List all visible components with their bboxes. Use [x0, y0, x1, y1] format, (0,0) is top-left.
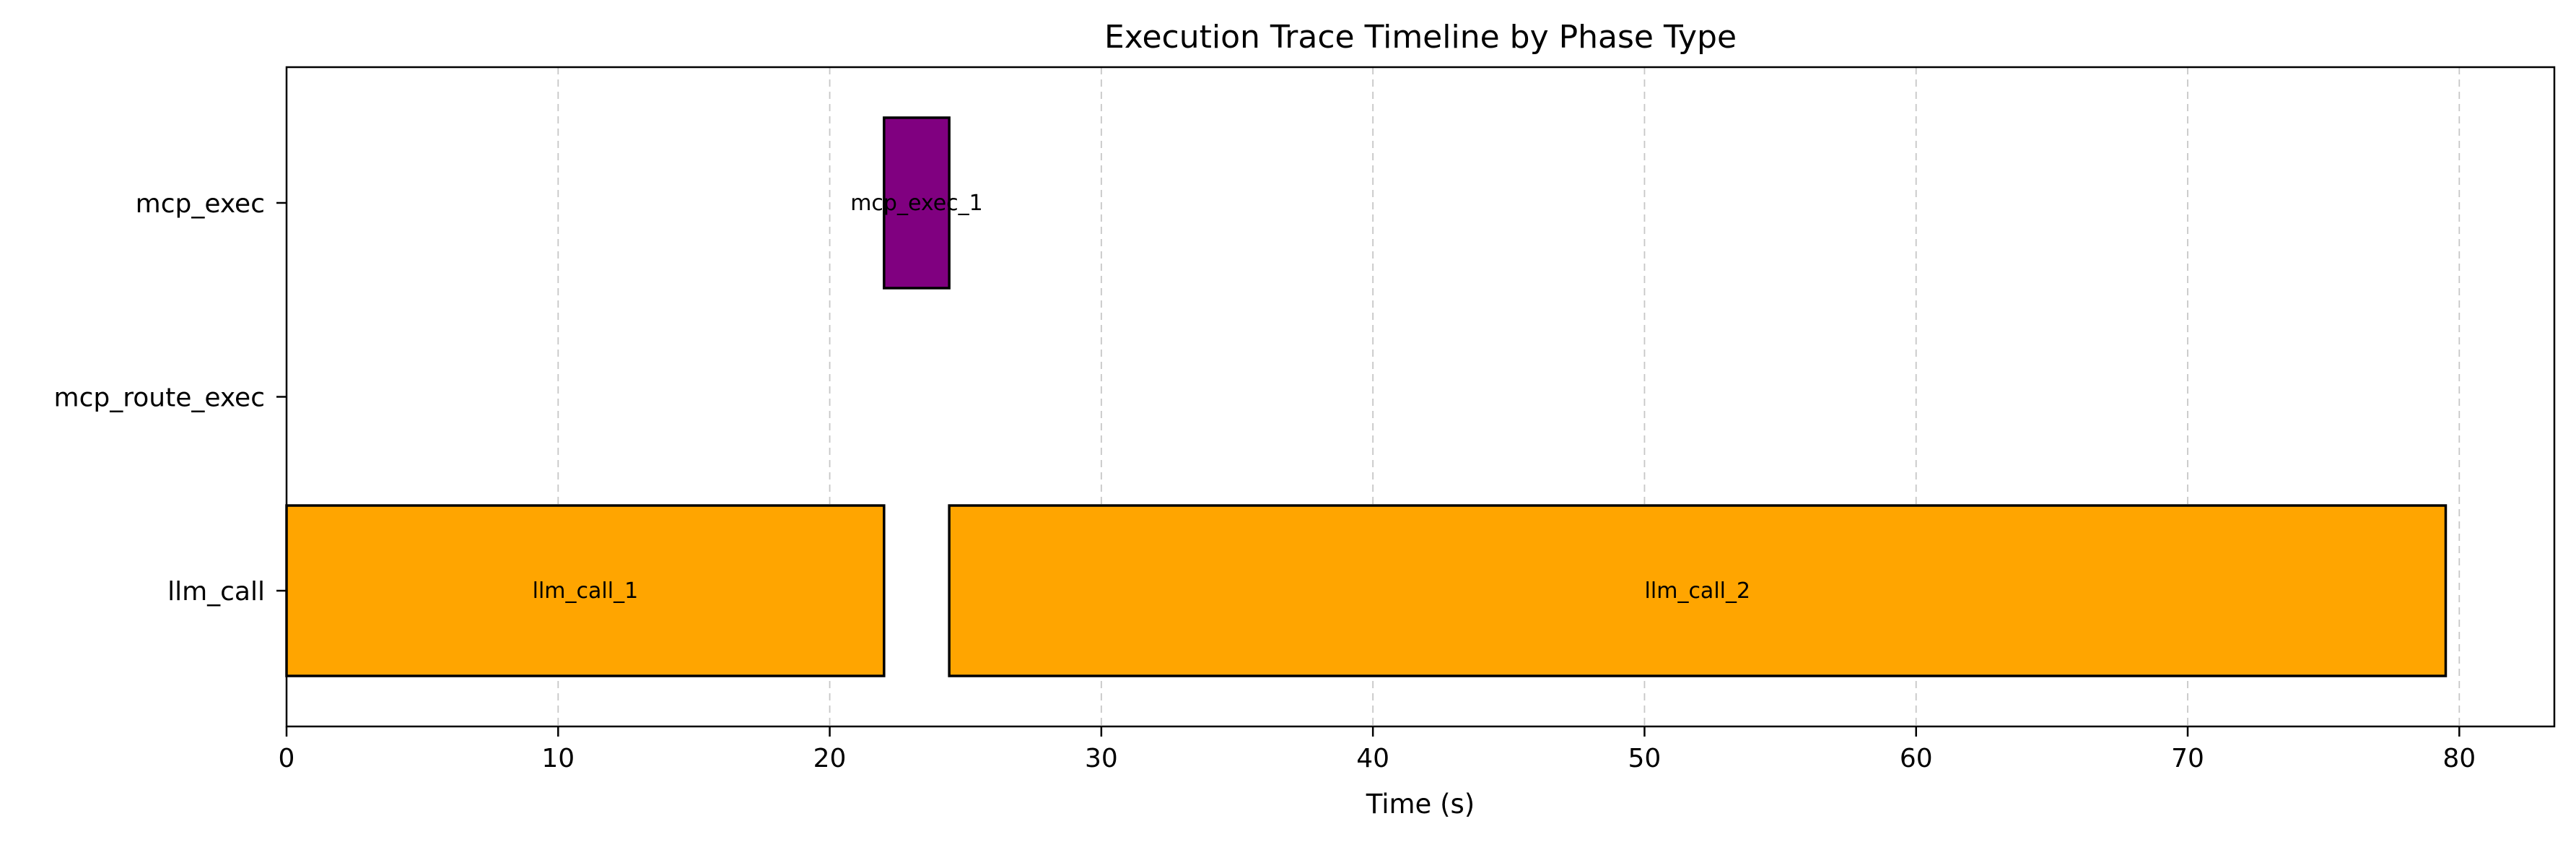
bar-labels: llm_call_1 llm_call_2 mcp_exec_1 [533, 191, 1750, 604]
y-tick-label-mcp-route-exec: mcp_route_exec [54, 383, 265, 413]
bar-llm-call-2 [948, 504, 2448, 677]
x-tick-label-60: 60 [1900, 744, 1933, 773]
bar-label-llm-call-2: llm_call_2 [1645, 578, 1751, 604]
x-tick-label-30: 30 [1085, 744, 1118, 773]
bar-llm-call-1 [285, 504, 886, 677]
bars [285, 116, 2448, 677]
x-tick-label-0: 0 [279, 744, 295, 773]
y-tick-label-mcp-exec: mcp_exec [136, 189, 265, 219]
bar-label-mcp-exec-1: mcp_exec_1 [850, 191, 983, 216]
x-tick-label-20: 20 [813, 744, 847, 773]
y-axis-ticks: llm_call mcp_route_exec mcp_exec [54, 189, 287, 607]
chart-title: Execution Trace Timeline by Phase Type [1104, 19, 1737, 56]
x-tick-label-40: 40 [1356, 744, 1389, 773]
x-axis-ticks: 0 10 20 30 40 50 60 70 80 [279, 726, 2476, 773]
x-tick-label-80: 80 [2442, 744, 2476, 773]
bar-mcp-exec-1 [883, 116, 951, 290]
x-tick-label-70: 70 [2171, 744, 2204, 773]
x-tick-label-10: 10 [541, 744, 575, 773]
bar-label-llm-call-1: llm_call_1 [533, 578, 639, 604]
y-tick-label-llm-call: llm_call [167, 577, 265, 607]
x-tick-label-50: 50 [1628, 744, 1662, 773]
x-axis-label: Time (s) [1366, 789, 1475, 820]
